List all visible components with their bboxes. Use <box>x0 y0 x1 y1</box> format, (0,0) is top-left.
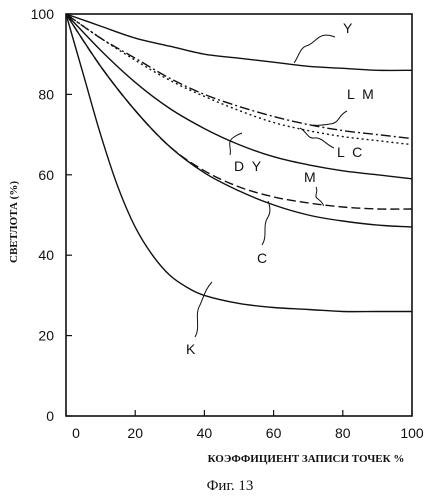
leader-k <box>195 282 212 337</box>
series-label-lc: L C <box>337 144 364 160</box>
y-tick-label: 80 <box>38 86 54 102</box>
x-tick-label: 80 <box>335 425 351 441</box>
series-label-k: K <box>186 341 197 357</box>
y-tick-label: 60 <box>38 167 54 183</box>
series-label-y: Y <box>343 20 354 36</box>
label-leaders <box>195 35 347 337</box>
figure-caption: Фиг. 13 <box>207 478 254 494</box>
series-label-lm: L M <box>347 86 376 102</box>
series-line-c <box>66 14 412 227</box>
y-axis-title: СВЕТЛОТА (%) <box>8 181 20 263</box>
y-tick-label: 40 <box>38 247 54 263</box>
x-tick-label: 0 <box>72 425 80 441</box>
series-label-dy: D Y <box>234 158 263 174</box>
leader-y <box>294 35 335 63</box>
y-tick-label: 20 <box>38 328 54 344</box>
leader-lc <box>300 128 334 148</box>
x-axis-title: КОЭФФИЦИЕНТ ЗАПИСИ ТОЧЕК % <box>208 453 405 465</box>
x-tick-label: 100 <box>400 425 424 441</box>
x-tick-label: 60 <box>266 425 282 441</box>
plot-frame <box>66 14 412 416</box>
y-tick-label: 0 <box>46 408 54 424</box>
x-tick-label: 40 <box>197 425 213 441</box>
leader-lm <box>313 111 347 125</box>
series-line-m <box>66 14 412 209</box>
y-tick-label: 100 <box>31 6 55 22</box>
leader-m <box>316 187 323 206</box>
series-line-y <box>66 14 412 70</box>
series-label-c: C <box>257 250 269 266</box>
x-tick-label: 20 <box>127 425 143 441</box>
series-label-m: M <box>304 169 318 185</box>
series-line-lc <box>66 14 412 145</box>
leader-c <box>262 201 270 245</box>
series-labels: Y L M L C D Y M C K <box>186 20 376 357</box>
